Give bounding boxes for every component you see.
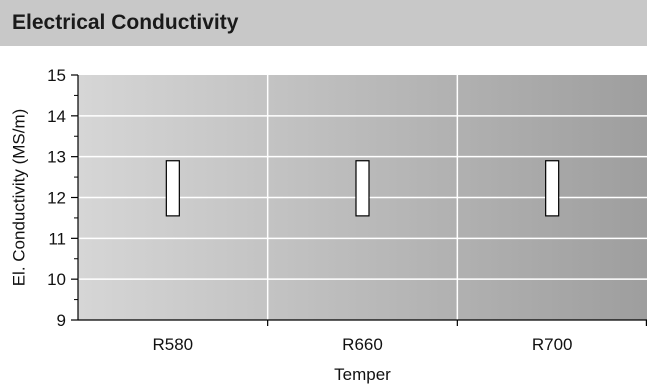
y-axis-title: El. Conductivity (MS/m) [9, 109, 28, 287]
chart-title: Electrical Conductivity [12, 11, 239, 34]
range-bar-r700 [545, 160, 560, 217]
y-tick-label: 9 [57, 311, 66, 330]
x-axis-title: Temper [334, 365, 391, 384]
range-bar-r580 [165, 160, 180, 217]
x-tick-label: R660 [342, 335, 383, 354]
axes [71, 74, 647, 326]
y-tick-label: 15 [47, 66, 66, 85]
range-bar-r660 [355, 160, 370, 217]
y-tick-label: 10 [47, 270, 66, 289]
range-bars [165, 160, 560, 217]
x-tick-label: R580 [153, 335, 194, 354]
chart-header: Electrical Conductivity [0, 0, 647, 46]
y-tick-label: 14 [47, 107, 66, 126]
y-tick-label: 12 [47, 189, 66, 208]
y-tick-label: 13 [47, 148, 66, 167]
tick-labels: 9 10 11 12 13 14 15 R580 R660 R700 [47, 66, 572, 354]
y-tick-label: 11 [48, 229, 66, 248]
x-tick-label: R700 [532, 335, 573, 354]
